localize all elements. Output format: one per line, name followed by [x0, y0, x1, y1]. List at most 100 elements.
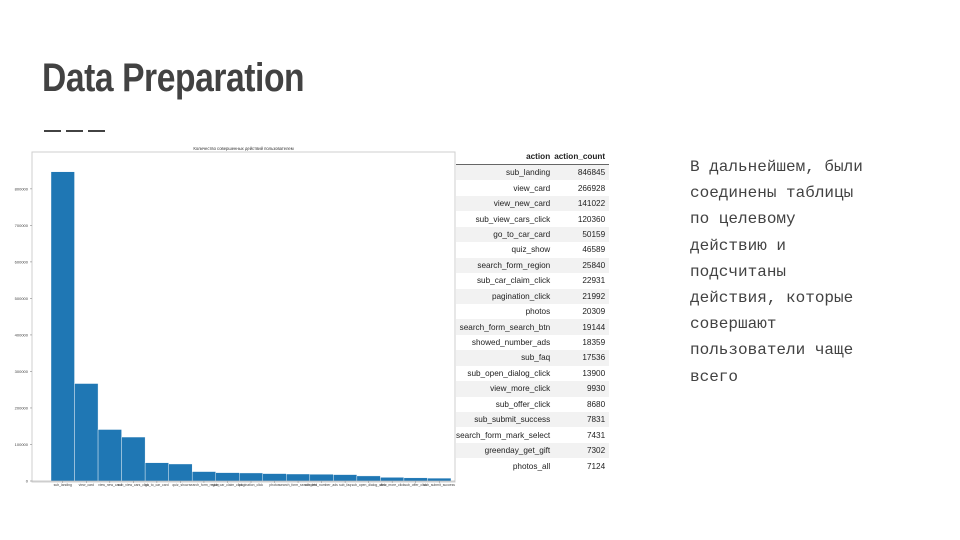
- slide-title: Data Preparation: [42, 56, 305, 100]
- table-row: sub_open_dialog_click 13900: [456, 366, 609, 381]
- action-count-cell: 8680: [586, 399, 606, 409]
- x-tick-label: sub_offer_click: [404, 483, 427, 487]
- x-tick-label: pagination_click: [239, 483, 263, 487]
- x-tick-label: quiz_show: [172, 483, 189, 487]
- action-count-cell: 17536: [554, 350, 610, 366]
- action-cell: sub_landing: [456, 164, 555, 181]
- action-count-cell: 7124: [586, 461, 606, 471]
- action-count-cell: 7831: [554, 412, 610, 428]
- action-count-cell: 7302: [554, 442, 610, 459]
- action-cell: sub_faq: [456, 350, 555, 366]
- action-cell: sub_view_cars_click: [475, 214, 551, 224]
- x-tick-label: view_new_card: [98, 483, 121, 487]
- action-cell: view_more_click: [456, 381, 555, 397]
- table-row: photos_all 7124: [456, 458, 609, 473]
- table-row: photos 20309: [456, 304, 609, 319]
- action-count-cell: 266928: [577, 183, 606, 193]
- action-count-cell: 22931: [582, 276, 606, 286]
- action-cell: search_form_mark_select: [456, 430, 551, 440]
- table-row: pagination_click 21992: [456, 288, 610, 304]
- action-count-cell: 20309: [582, 307, 606, 317]
- action-cell: showed_number_ads: [471, 338, 551, 348]
- y-tick-label: 100000: [15, 442, 29, 447]
- x-tick-label: sub_faq: [339, 483, 351, 487]
- x-tick-label: go_to_car_card: [145, 483, 169, 487]
- action-cell: sub_open_dialog_click: [467, 368, 551, 378]
- chart-bar: [239, 472, 263, 482]
- chart-bar: [191, 471, 216, 482]
- chart-bar: [97, 429, 122, 482]
- action-count-cell: 120360: [577, 214, 606, 224]
- bar-chart: Количество совершенных действий пользова…: [14, 144, 456, 492]
- action-cell: greenday_get_gift: [456, 442, 555, 459]
- chart-plot-area: [31, 151, 456, 483]
- y-tick-label: 400000: [15, 332, 29, 337]
- action-cell: sub_offer_click: [495, 399, 551, 409]
- y-tick-label: 0: [26, 478, 29, 483]
- y-tick-label: 800000: [15, 186, 29, 191]
- chart-bar: [403, 477, 428, 482]
- y-tick-label: 500000: [15, 296, 29, 301]
- chart-bar: [168, 463, 193, 482]
- action-cell: search_form_search_btn: [456, 319, 555, 335]
- action-count-cell: 9930: [554, 381, 610, 397]
- y-tick-label: 300000: [15, 369, 29, 374]
- chart-bar: [50, 171, 75, 482]
- title-divider: [44, 130, 106, 132]
- table-row: showed_number_ads 18359: [456, 335, 609, 350]
- action-count-cell: 25840: [554, 257, 610, 274]
- action-cell: sub_car_claim_click: [476, 276, 551, 286]
- table-row: sub_offer_click 8680: [456, 397, 609, 412]
- chart-bar: [427, 477, 452, 482]
- chart-bar: [121, 436, 146, 482]
- y-tick-label: 200000: [15, 405, 29, 410]
- x-tick-label: view_card: [79, 483, 94, 487]
- action-count-table: action action_count sub_landing 846845 vie…: [456, 149, 610, 474]
- chart-bar: [144, 462, 169, 482]
- table-row: sub_view_cars_click 120360: [456, 211, 609, 226]
- action-cell: sub_submit_success: [456, 412, 555, 428]
- action-cell: view_card: [513, 183, 551, 193]
- x-tick-label: photos: [269, 483, 279, 487]
- action-count-cell: 46589: [582, 245, 606, 255]
- action-count-cell: 21992: [554, 288, 610, 304]
- chart-bar: [380, 477, 405, 482]
- table-row: search_form_region 25840: [456, 257, 610, 274]
- action-cell: view_new_card: [456, 195, 555, 212]
- action-count-cell: 13900: [582, 368, 606, 378]
- x-tick-label: search_form_search_btn: [279, 483, 317, 487]
- action-cell: pagination_click: [456, 288, 555, 304]
- table-row: view_new_card 141022: [456, 195, 610, 212]
- x-tick-label: sub_landing: [54, 483, 72, 487]
- chart-bar: [309, 474, 334, 482]
- action-cell: photos_all: [512, 461, 551, 471]
- x-tick-label: sub_submit_success: [423, 483, 455, 487]
- action-cell: search_form_region: [456, 257, 555, 274]
- x-tick-label: showed_number_ads: [305, 483, 338, 487]
- y-tick-label: 700000: [15, 223, 29, 228]
- table-row: go_to_car_card 50159: [456, 226, 610, 243]
- action-count-cell: 846845: [554, 164, 610, 181]
- table-row: view_more_click 9930: [456, 381, 610, 397]
- x-tick-label: sub_view_cars_click: [118, 483, 149, 487]
- table-row: quiz_show 46589: [456, 242, 609, 257]
- action-count-cell: 18359: [582, 338, 606, 348]
- action-cell: go_to_car_card: [456, 226, 555, 243]
- description-text: В дальнейшем, были соединены таблицы по …: [690, 158, 863, 386]
- x-tick-label: sub_car_claim_click: [212, 483, 243, 487]
- action-cell: photos: [525, 307, 551, 317]
- column-header-action: action: [456, 149, 555, 165]
- table-row: search_form_mark_select 7431: [456, 427, 609, 442]
- chart-bar: [215, 472, 240, 482]
- table-row: sub_landing 846845: [456, 164, 610, 181]
- x-tick-label: view_more_click: [380, 483, 405, 487]
- x-tick-label: sub_open_dialog_click: [351, 483, 386, 487]
- chart-bar: [74, 383, 99, 482]
- chart-bar: [356, 475, 381, 482]
- table-row: sub_car_claim_click 22931: [456, 273, 609, 288]
- action-count-cell: 7431: [586, 430, 606, 440]
- action-count-cell: 19144: [554, 319, 610, 335]
- action-count-cell: 50159: [554, 226, 610, 243]
- chart-bar: [262, 473, 287, 482]
- chart-bar: [286, 473, 311, 482]
